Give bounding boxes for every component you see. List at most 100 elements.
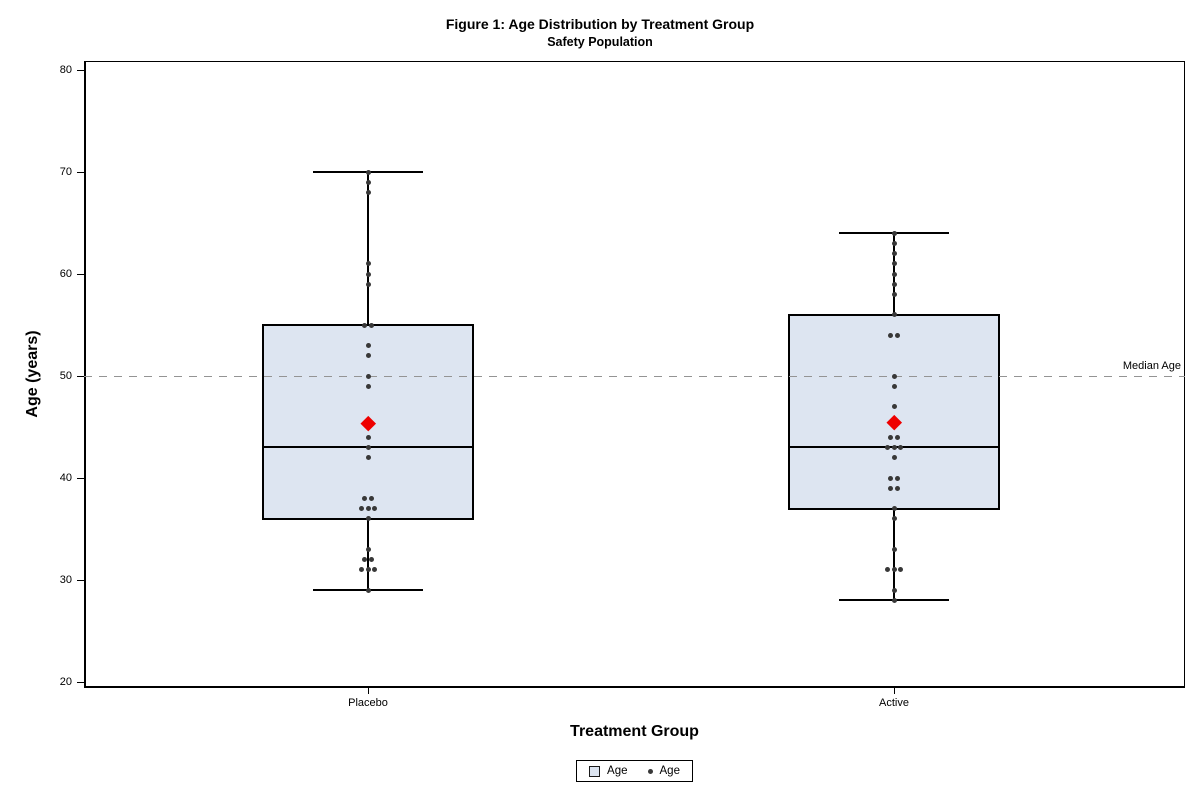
data-point: [898, 444, 904, 450]
data-point: [362, 322, 368, 328]
legend: Age Age: [84, 760, 1185, 782]
data-point: [368, 557, 374, 563]
y-tick-mark: [77, 375, 84, 377]
data-point: [358, 506, 364, 512]
data-point: [888, 485, 894, 491]
data-point: [888, 475, 894, 481]
data-point: [894, 434, 900, 440]
plot-frame-top: [84, 61, 1185, 62]
data-point: [365, 444, 371, 450]
data-point: [365, 434, 371, 440]
box: [788, 313, 1000, 510]
data-point: [891, 546, 897, 552]
y-tick-mark: [77, 477, 84, 479]
y-tick-mark: [77, 681, 84, 683]
plot-frame-right: [1184, 61, 1185, 688]
data-point: [891, 251, 897, 257]
data-point: [365, 567, 371, 573]
data-point: [891, 444, 897, 450]
data-point: [884, 567, 890, 573]
y-tick-label: 50: [59, 370, 72, 382]
data-point: [365, 179, 371, 185]
data-point: [894, 485, 900, 491]
legend-dot-symbol: [647, 768, 653, 774]
x-axis-title: Treatment Group: [570, 723, 699, 740]
data-point: [365, 546, 371, 552]
legend-frame: Age Age: [576, 760, 693, 782]
legend-box-symbol: [589, 765, 601, 777]
y-tick-label: 20: [59, 676, 72, 688]
data-point: [888, 332, 894, 338]
data-point: [362, 557, 368, 563]
data-point: [894, 475, 900, 481]
data-point: [894, 332, 900, 338]
data-point: [365, 261, 371, 267]
y-tick-mark: [77, 273, 84, 275]
data-point: [365, 189, 371, 195]
reference-line-label: Median Age: [1122, 360, 1181, 372]
x-tick-mark: [367, 688, 369, 694]
data-point: [891, 455, 897, 461]
data-point: [884, 444, 890, 450]
figure-subtitle: Safety Population: [547, 35, 653, 49]
data-point: [365, 506, 371, 512]
data-point: [365, 383, 371, 389]
data-point: [365, 587, 371, 593]
y-tick-label: 40: [59, 472, 72, 484]
legend-item-label: Age: [659, 765, 680, 777]
data-point: [372, 567, 378, 573]
data-point: [891, 383, 897, 389]
data-point: [362, 495, 368, 501]
data-point: [891, 587, 897, 593]
data-point: [365, 373, 371, 379]
reference-line: [84, 375, 1185, 377]
data-point: [891, 404, 897, 410]
data-point: [365, 516, 371, 522]
y-tick-mark: [77, 69, 84, 71]
data-point: [898, 567, 904, 573]
data-point: [891, 312, 897, 318]
y-tick-label: 60: [59, 268, 72, 280]
data-point: [891, 516, 897, 522]
plot-area: 20 30 40 50 60 70 80 Median Age Placebo Active: [60, 61, 1185, 709]
data-point: [365, 271, 371, 277]
data-point: [365, 342, 371, 348]
data-point: [368, 322, 374, 328]
data-point: [365, 455, 371, 461]
data-point: [368, 495, 374, 501]
legend-item-label: Age: [607, 765, 628, 777]
whisker-stem: [893, 508, 895, 601]
data-point: [891, 291, 897, 297]
y-tick-mark: [77, 579, 84, 581]
data-point: [891, 373, 897, 379]
data-point: [358, 567, 364, 573]
x-category-label: Active: [879, 697, 909, 709]
figure-title: Figure 1: Age Distribution by Treatment …: [445, 16, 755, 32]
data-point: [888, 434, 894, 440]
legend-item: Age: [647, 765, 680, 777]
data-point: [891, 271, 897, 277]
whisker-stem: [367, 518, 369, 591]
x-axis-line: [84, 686, 1185, 688]
data-point: [891, 261, 897, 267]
y-tick-label: 70: [59, 166, 72, 178]
whisker-stem: [367, 172, 369, 325]
data-point: [891, 567, 897, 573]
y-tick-mark: [77, 171, 84, 173]
data-point: [372, 506, 378, 512]
data-point: [891, 506, 897, 512]
data-point: [891, 240, 897, 246]
data-point: [891, 597, 897, 603]
legend-item: Age: [589, 765, 628, 777]
x-tick-mark: [893, 688, 895, 694]
y-tick-label: 30: [59, 574, 72, 586]
y-tick-label: 80: [59, 64, 72, 76]
y-axis-line: [84, 61, 86, 688]
data-point: [365, 169, 371, 175]
data-point: [365, 281, 371, 287]
data-point: [365, 353, 371, 359]
data-point: [891, 281, 897, 287]
data-point: [891, 230, 897, 236]
x-category-label: Placebo: [348, 697, 388, 709]
